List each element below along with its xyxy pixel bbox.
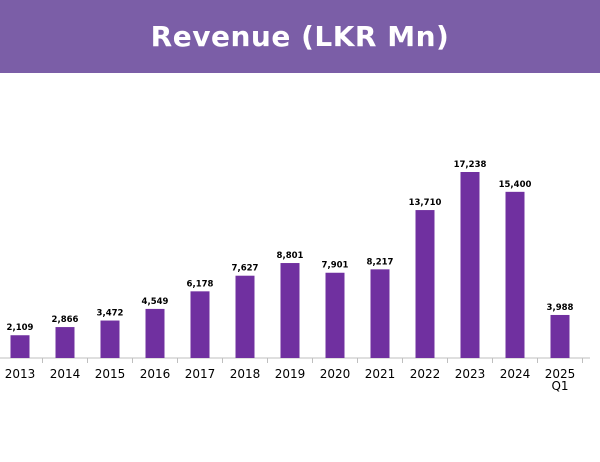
x-tick-label: 2017: [185, 367, 216, 381]
data-label: 3,472: [97, 309, 124, 319]
x-tick-label: 2021: [365, 367, 396, 381]
data-label: 3,988: [547, 303, 574, 313]
data-label: 8,801: [277, 251, 304, 261]
x-tick-label: 2019: [275, 367, 306, 381]
revenue-bar-chart: 2,109 2013 2,866 2014 3,472 2015 4,549 2016 6,17…: [0, 160, 590, 393]
x-tick-label: 2023: [455, 367, 486, 381]
bar-2013: [10, 335, 30, 358]
bar-2024: [505, 191, 525, 358]
data-label: 7,627: [232, 264, 259, 274]
x-tick-label: 2016: [140, 367, 171, 381]
x-tick-label: 2013: [5, 367, 36, 381]
title-banner: Revenue (LKR Mn): [0, 0, 600, 73]
data-label: 13,710: [409, 198, 442, 208]
bar-2019: [280, 263, 300, 358]
bar-2025-q1: [550, 314, 570, 358]
x-tick-label: 2024: [500, 367, 531, 381]
x-tick-label: 2020: [320, 367, 351, 381]
bar-2018: [235, 275, 255, 358]
x-tick-label: 2022: [410, 367, 441, 381]
bar-2023: [460, 172, 480, 358]
bar-2021: [370, 269, 390, 358]
bar-2020: [325, 272, 345, 358]
x-tick-label: 2015: [95, 367, 126, 381]
bar-2017: [190, 291, 210, 358]
x-tick-label: Q1: [551, 379, 568, 393]
bar-2022: [415, 210, 435, 358]
x-tick-label: 2014: [50, 367, 81, 381]
data-label: 17,238: [454, 160, 487, 170]
data-label: 15,400: [499, 180, 532, 190]
data-label: 4,549: [142, 297, 169, 307]
chart-title: Revenue (LKR Mn): [150, 20, 450, 53]
bar-2016: [145, 308, 165, 358]
bar-2015: [100, 320, 120, 358]
bar-2014: [55, 327, 75, 358]
data-label: 6,178: [187, 279, 214, 289]
x-tick-label: 2018: [230, 367, 261, 381]
data-label: 8,217: [367, 257, 394, 267]
x-tick-label: 2025: [545, 367, 576, 381]
data-label: 2,866: [52, 315, 79, 325]
data-label: 7,901: [322, 261, 349, 271]
data-label: 2,109: [7, 323, 34, 333]
